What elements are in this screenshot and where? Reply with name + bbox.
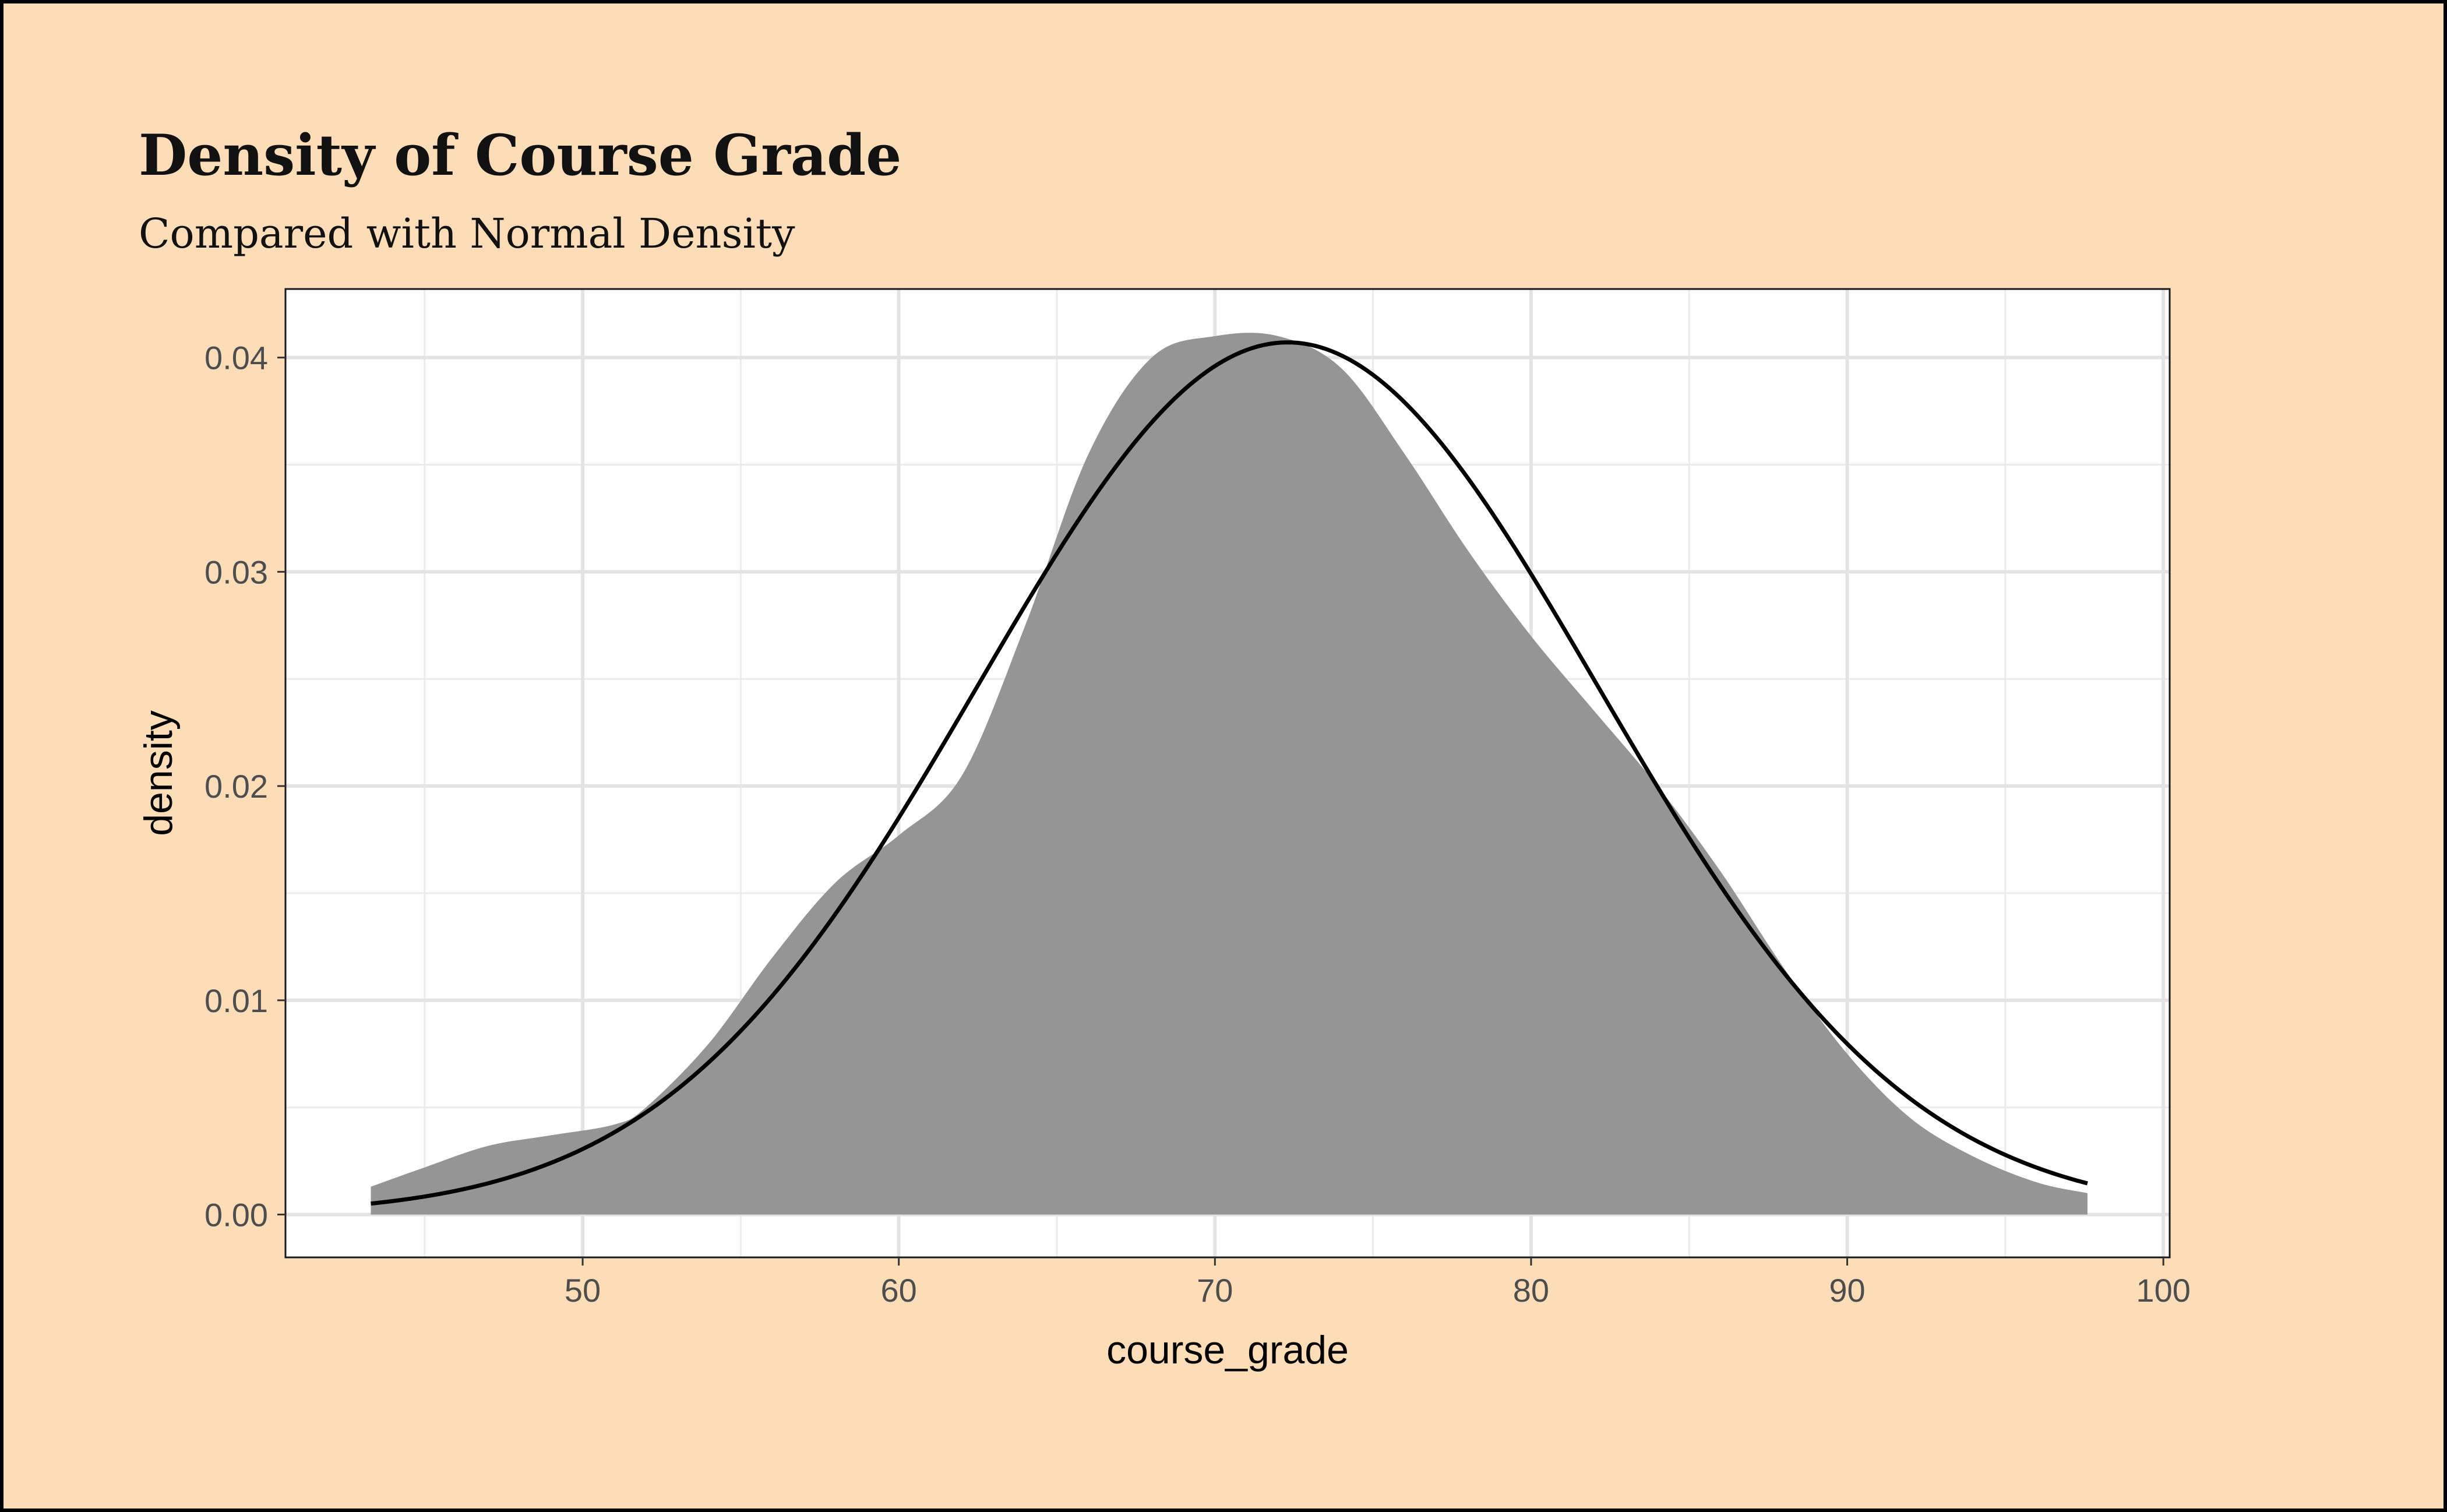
y-tick-label: 0.02 xyxy=(204,768,268,805)
y-axis-title: density xyxy=(136,710,181,836)
x-tick-label: 90 xyxy=(1829,1272,1865,1309)
normal-density-curve xyxy=(371,340,2088,1206)
y-tick-label: 0.01 xyxy=(204,982,268,1019)
x-tick-label: 50 xyxy=(565,1272,601,1309)
x-tick-label: 60 xyxy=(881,1272,917,1309)
chart-title: Density of Course Grade xyxy=(139,122,902,188)
x-tick-label: 100 xyxy=(2136,1272,2190,1309)
y-tick-label: 0.04 xyxy=(204,340,268,376)
y-tick-label: 0.03 xyxy=(204,554,268,590)
density-area xyxy=(371,333,2088,1215)
chart-subtitle: Compared with Normal Density xyxy=(139,210,795,258)
y-tick-label: 0.00 xyxy=(204,1196,268,1233)
plot-panel-border xyxy=(284,288,2171,1259)
x-axis-title: course_grade xyxy=(1106,1328,1349,1372)
x-tick-label: 80 xyxy=(1513,1272,1549,1309)
x-tick-label: 70 xyxy=(1197,1272,1233,1309)
